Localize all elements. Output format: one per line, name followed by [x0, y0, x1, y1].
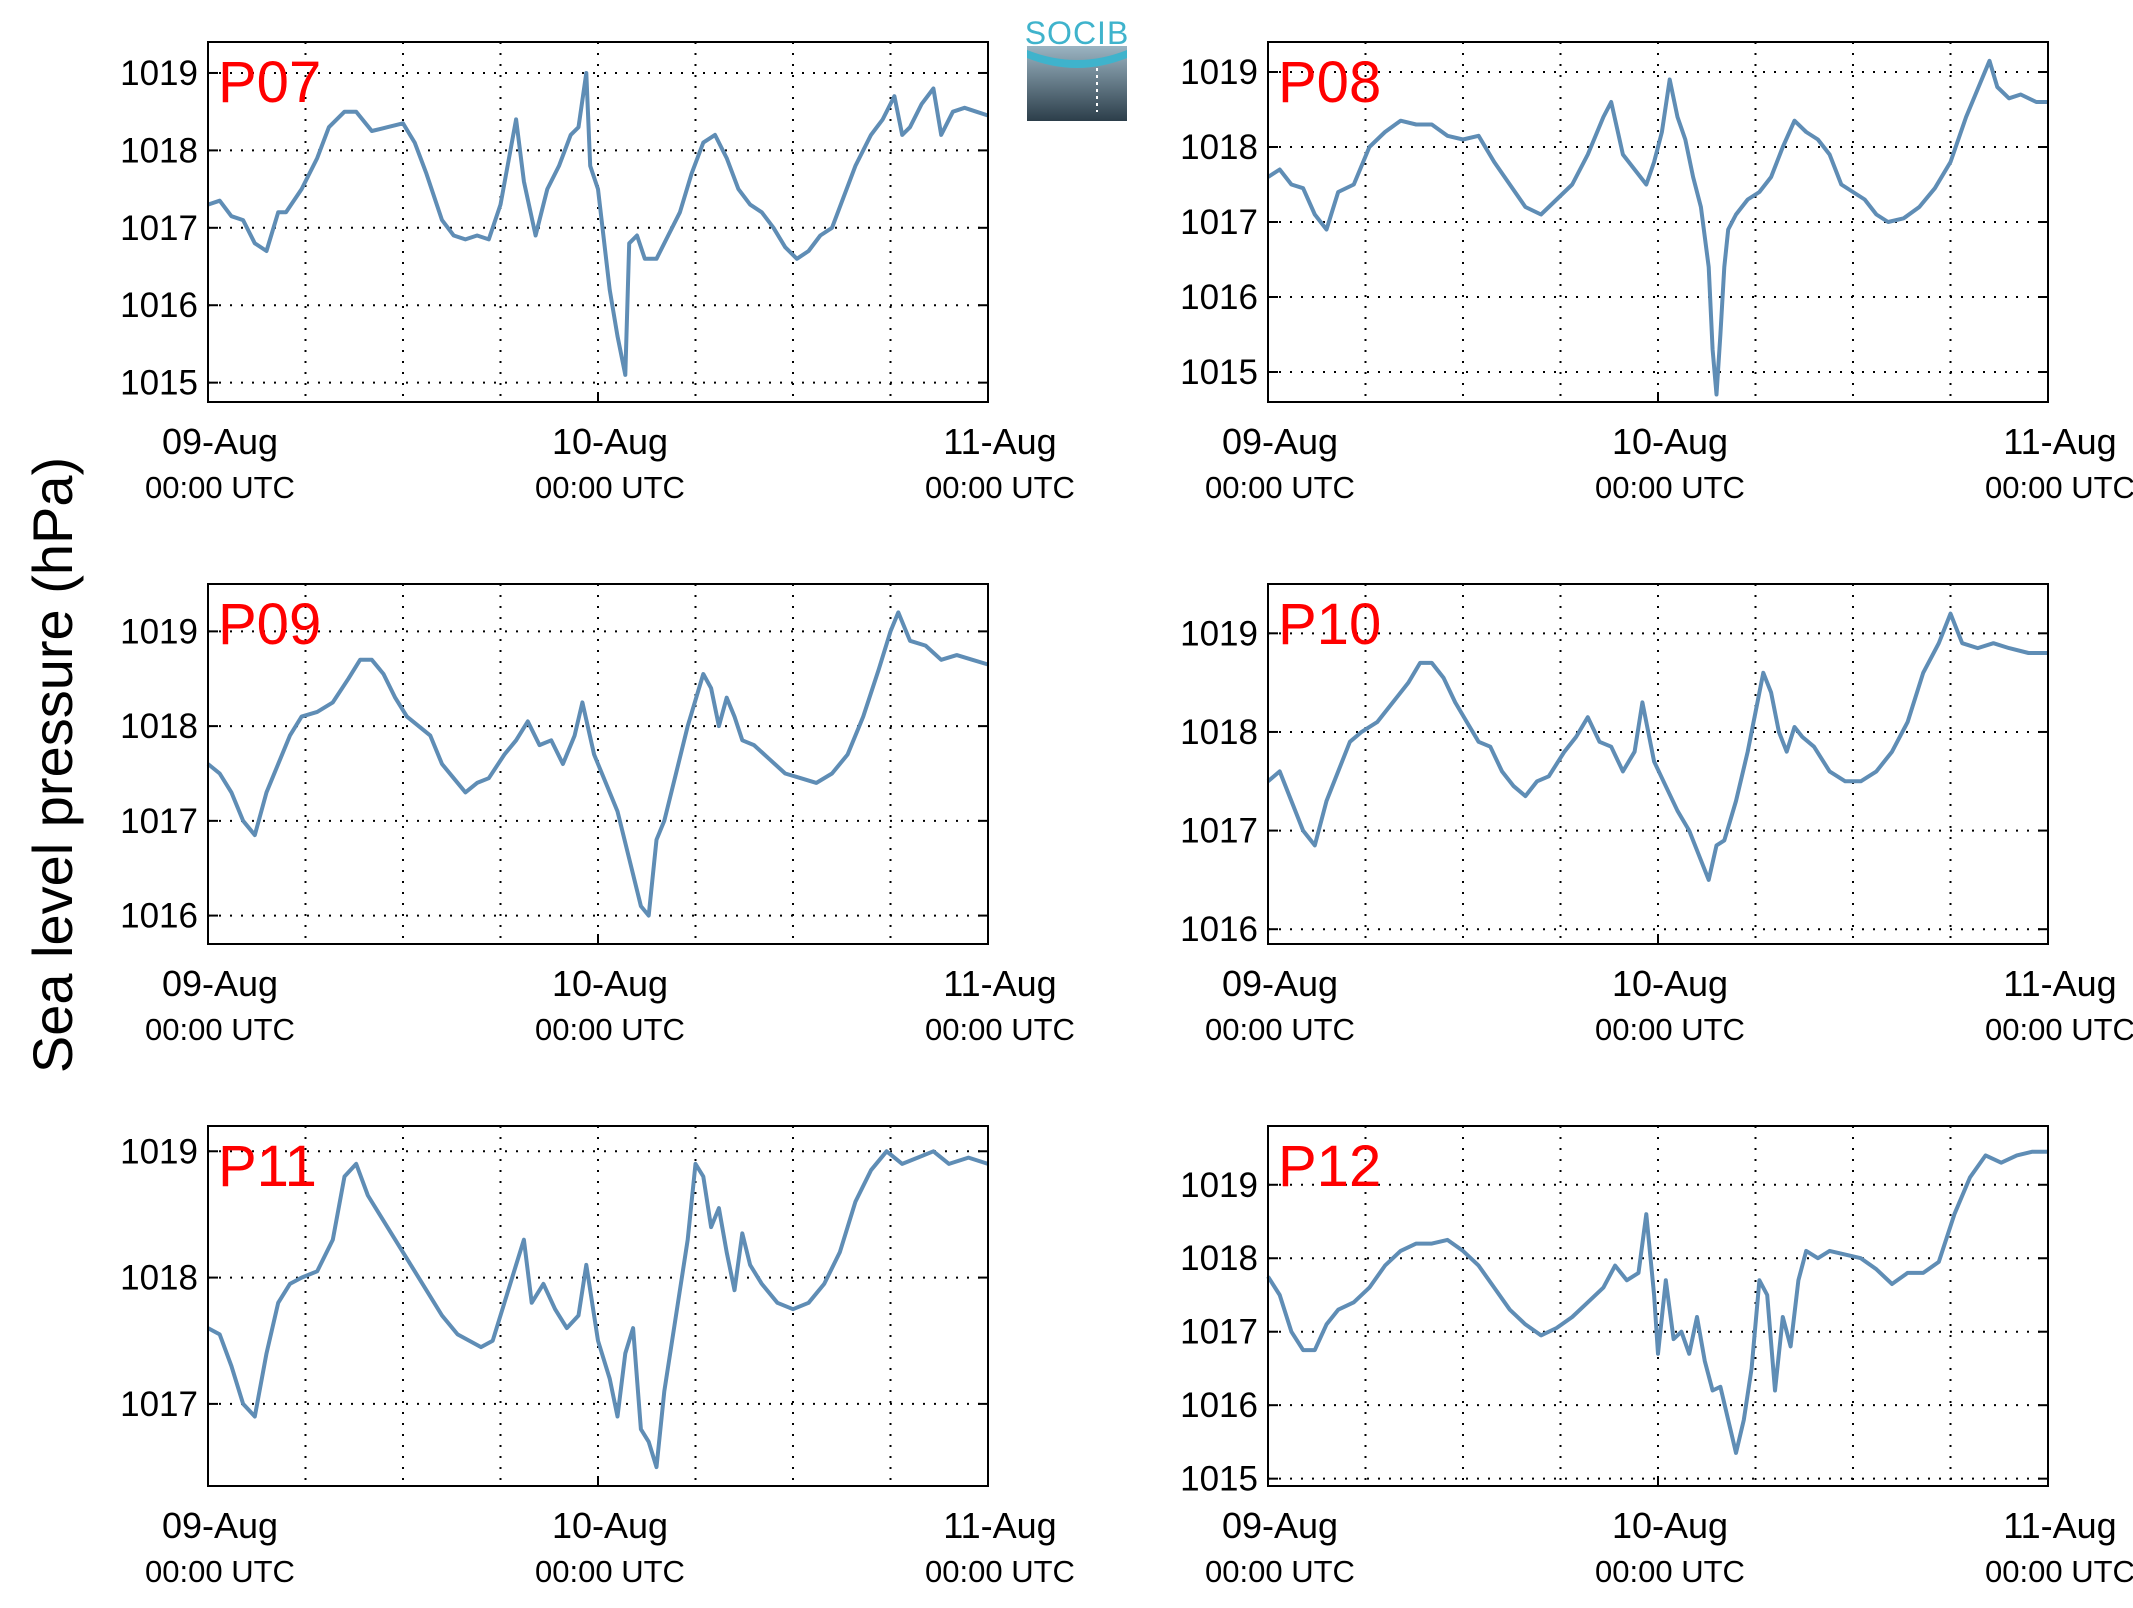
panel-label: P10	[1278, 592, 1381, 657]
x-tick-time-label: 00:00 UTC	[1205, 1012, 1355, 1047]
x-tick-date-label: 10-Aug	[1612, 963, 1728, 1004]
x-tick-date-label: 10-Aug	[1612, 1505, 1728, 1546]
axes-frame	[207, 583, 989, 945]
x-tick-date-label: 09-Aug	[1222, 963, 1338, 1004]
y-tick-label: 1016	[1180, 910, 1258, 949]
x-tick-time-label: 00:00 UTC	[535, 470, 685, 505]
y-tick-label: 1016	[120, 286, 198, 325]
panel-label: P08	[1278, 50, 1381, 115]
x-tick-time-label: 00:00 UTC	[925, 1012, 1075, 1047]
panel-p11: 1017 1018 1019 09-Aug 00:00 UTC 10-Aug 00:00 U…	[120, 1125, 1075, 1589]
x-tick-time-label: 00:00 UTC	[1595, 470, 1745, 505]
series-line-p07	[207, 71, 989, 377]
y-tick-label: 1018	[1180, 1239, 1258, 1278]
y-tick-label: 1015	[120, 364, 198, 403]
y-tick-label: 1019	[1180, 1166, 1258, 1205]
y-tick-label: 1017	[120, 209, 198, 248]
y-axis-label: Sea level pressure (hPa)	[21, 457, 84, 1073]
y-tick-label: 1017	[120, 802, 198, 841]
x-tick-date-label: 11-Aug	[943, 421, 1056, 462]
panel-p09: 1016 1017 1018 1019 09-Aug 00:00 UTC 10-Aug 00:…	[120, 583, 1075, 1047]
x-tick-time-label: 00:00 UTC	[145, 1012, 295, 1047]
y-tick-label: 1017	[1180, 1313, 1258, 1352]
x-tick-time-label: 00:00 UTC	[535, 1012, 685, 1047]
panel-label: P11	[218, 1134, 317, 1199]
x-tick-date-label: 09-Aug	[162, 963, 278, 1004]
panel-p12: 1015 1016 1017 1018 1019 09-Aug 00:00 UTC 10-Au…	[1180, 1125, 2133, 1589]
x-tick-time-label: 00:00 UTC	[1205, 470, 1355, 505]
series-line-p09	[206, 610, 989, 918]
series-line-p10	[1266, 611, 2048, 882]
x-tick-time-label: 00:00 UTC	[1985, 1012, 2133, 1047]
y-tick-label: 1018	[120, 1259, 198, 1298]
y-tick-label: 1019	[1180, 53, 1258, 92]
x-tick-time-label: 00:00 UTC	[145, 470, 295, 505]
y-tick-label: 1019	[120, 612, 198, 651]
x-tick-time-label: 00:00 UTC	[1985, 470, 2133, 505]
x-tick-time-label: 00:00 UTC	[925, 1554, 1075, 1589]
axes-frame	[207, 1125, 989, 1487]
x-tick-date-label: 10-Aug	[552, 1505, 668, 1546]
y-tick-label: 1015	[1180, 1460, 1258, 1499]
x-tick-date-label: 11-Aug	[943, 1505, 1056, 1546]
y-tick-label: 1017	[120, 1385, 198, 1424]
logo-wave	[1027, 50, 1127, 68]
logo-text: SOCIB	[1025, 15, 1130, 51]
panel-label: P07	[218, 50, 321, 115]
y-tick-label: 1018	[1180, 713, 1258, 752]
y-tick-label: 1018	[120, 707, 198, 746]
panel-p08: 1015 1016 1017 1018 1019 09-Aug 00:00 UTC 10-Au…	[1180, 41, 2133, 505]
x-tick-date-label: 09-Aug	[1222, 421, 1338, 462]
x-tick-date-label: 09-Aug	[162, 1505, 278, 1546]
x-tick-date-label: 11-Aug	[2003, 1505, 2116, 1546]
y-tick-label: 1019	[120, 54, 198, 93]
x-tick-date-label: 09-Aug	[1222, 1505, 1338, 1546]
y-tick-label: 1015	[1180, 353, 1258, 392]
x-tick-date-label: 11-Aug	[2003, 421, 2116, 462]
x-tick-time-label: 00:00 UTC	[145, 1554, 295, 1589]
axes-frame	[207, 41, 989, 403]
y-tick-label: 1019	[1180, 614, 1258, 653]
series-line-p11	[207, 1149, 989, 1470]
panel-label: P09	[218, 592, 321, 657]
axes-frame	[1267, 583, 2049, 945]
y-tick-label: 1017	[1180, 812, 1258, 851]
series-line-p08	[1266, 58, 2048, 397]
y-tick-label: 1016	[1180, 278, 1258, 317]
x-tick-time-label: 00:00 UTC	[1595, 1554, 1745, 1589]
x-tick-date-label: 10-Aug	[552, 421, 668, 462]
y-tick-label: 1018	[1180, 128, 1258, 167]
axes-frame	[1267, 1125, 2049, 1487]
y-tick-label: 1018	[120, 131, 198, 170]
y-tick-label: 1017	[1180, 203, 1258, 242]
x-tick-time-label: 00:00 UTC	[535, 1554, 685, 1589]
x-tick-time-label: 00:00 UTC	[1985, 1554, 2133, 1589]
x-tick-time-label: 00:00 UTC	[1595, 1012, 1745, 1047]
x-tick-time-label: 00:00 UTC	[925, 470, 1075, 505]
panels: 1015 1016 1017 1018 1019 09-Aug 00:00 UTC 10-Au…	[120, 41, 2133, 1589]
x-tick-date-label: 11-Aug	[943, 963, 1056, 1004]
x-tick-time-label: 00:00 UTC	[1205, 1554, 1355, 1589]
y-tick-label: 1019	[120, 1132, 198, 1171]
x-tick-date-label: 11-Aug	[2003, 963, 2116, 1004]
panel-p07: 1015 1016 1017 1018 1019 09-Aug 00:00 UTC 10-Au…	[120, 41, 1075, 505]
series-line-p12	[1266, 1149, 2048, 1455]
x-tick-date-label: 09-Aug	[162, 421, 278, 462]
panel-p10: 1016 1017 1018 1019 09-Aug 00:00 UTC 10-Aug 00:…	[1180, 583, 2133, 1047]
y-tick-label: 1016	[120, 897, 198, 936]
y-tick-label: 1016	[1180, 1386, 1258, 1425]
socib-logo: SOCIB	[1025, 15, 1130, 121]
panel-label: P12	[1278, 1134, 1381, 1199]
axes-frame	[1267, 41, 2049, 403]
x-tick-date-label: 10-Aug	[1612, 421, 1728, 462]
x-tick-date-label: 10-Aug	[552, 963, 668, 1004]
